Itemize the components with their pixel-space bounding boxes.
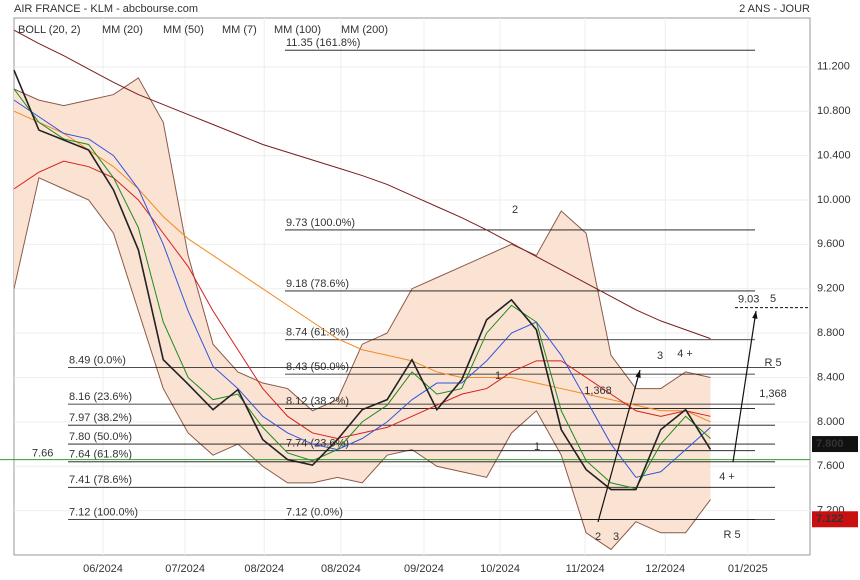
legend-label: BOLL (20, 2) bbox=[18, 24, 81, 36]
x-tick-label: 11/2024 bbox=[566, 563, 605, 575]
annotation: 3 bbox=[657, 350, 663, 362]
x-tick-label: 08/2024 bbox=[321, 563, 361, 575]
fibonacci-label: 8.49 (0.0%) bbox=[69, 354, 126, 366]
x-tick-label: 07/2024 bbox=[165, 563, 205, 575]
price-tag-label: 7.800 bbox=[816, 438, 844, 450]
fibonacci-label: 8.74 (61.8%) bbox=[286, 327, 349, 339]
legend-label: MM (200) bbox=[341, 24, 388, 36]
x-tick-label: 09/2024 bbox=[404, 563, 444, 575]
support-label: 7.66 bbox=[32, 447, 53, 459]
x-tick-label: 10/2024 bbox=[480, 563, 520, 575]
arrow-head bbox=[752, 311, 758, 319]
fibonacci-label: 7.12 (100.0%) bbox=[69, 506, 138, 518]
fibonacci-label: 8.43 (50.0%) bbox=[286, 361, 349, 373]
series-line bbox=[13, 110, 711, 423]
series-line bbox=[13, 99, 711, 478]
fibonacci-label: 7.74 (23.6%) bbox=[286, 438, 349, 450]
fibonacci-label: 9.18 (78.6%) bbox=[286, 278, 349, 290]
y-tick-label: 9.600 bbox=[817, 238, 845, 250]
y-tick-label: 10.800 bbox=[817, 105, 851, 117]
y-tick-label: 10.000 bbox=[817, 194, 851, 206]
annotation: 4 + bbox=[677, 348, 693, 360]
y-tick-label: 7.600 bbox=[817, 460, 845, 472]
chart-title: AIR FRANCE - KLM - abcbourse.com bbox=[14, 3, 198, 15]
target-label: 9.03 bbox=[738, 293, 759, 305]
arrow bbox=[732, 310, 757, 463]
y-tick-label: 8.800 bbox=[817, 327, 845, 339]
annotation: 4 + bbox=[719, 471, 735, 483]
y-tick-label: 10.400 bbox=[817, 149, 851, 161]
x-tick-label: 08/2024 bbox=[244, 563, 284, 575]
bollinger-fill bbox=[14, 77, 711, 550]
fibonacci-label: 7.97 (38.2%) bbox=[69, 412, 132, 424]
arrow bbox=[597, 369, 641, 523]
annotation: R 5 bbox=[764, 357, 781, 369]
annotation: 2 bbox=[512, 204, 518, 216]
annotation: 3 bbox=[613, 531, 619, 543]
fibonacci-label: 9.73 (100.0%) bbox=[286, 217, 355, 229]
chart-subtitle: 2 ANS - JOUR bbox=[739, 3, 810, 15]
y-tick-label: 9.200 bbox=[817, 283, 845, 295]
price-tag bbox=[812, 511, 858, 528]
fibonacci-label: 8.16 (23.6%) bbox=[69, 391, 132, 403]
fibonacci-label: 7.12 (0.0%) bbox=[286, 506, 343, 518]
annotation: 1 bbox=[495, 370, 501, 382]
legend-label: MM (100) bbox=[274, 24, 321, 36]
y-tick-label: 8.000 bbox=[817, 416, 845, 428]
annotation: 1,368 bbox=[584, 385, 612, 397]
annotation: 5 bbox=[770, 293, 776, 305]
legend-label: MM (50) bbox=[163, 24, 204, 36]
fibonacci-label: 7.64 (61.8%) bbox=[69, 449, 132, 461]
series-line bbox=[13, 160, 711, 440]
fibonacci-label: 11.35 (161.8%) bbox=[286, 37, 360, 49]
fibonacci-label: 7.41 (78.6%) bbox=[69, 474, 132, 486]
annotation: 2 bbox=[595, 531, 601, 543]
y-tick-label: 8.400 bbox=[817, 371, 845, 383]
x-tick-label: 01/2025 bbox=[728, 563, 768, 575]
bollinger-line bbox=[13, 177, 711, 551]
legend-label: MM (7) bbox=[222, 24, 257, 36]
annotation: R 5 bbox=[723, 529, 740, 541]
legend-label: MM (20) bbox=[102, 24, 143, 36]
series-line bbox=[13, 69, 712, 491]
x-tick-label: 12/2024 bbox=[645, 563, 685, 575]
bollinger-line bbox=[13, 77, 711, 412]
x-tick-label: 06/2024 bbox=[83, 563, 123, 575]
annotation: 1,368 bbox=[759, 388, 787, 400]
annotation: 1 bbox=[534, 441, 540, 453]
arrow-head bbox=[635, 370, 641, 378]
price-tag bbox=[812, 436, 858, 453]
series-line bbox=[13, 29, 711, 340]
price-tag-label: 7.122 bbox=[816, 513, 844, 525]
y-tick-label: 11.200 bbox=[817, 61, 850, 73]
series-line bbox=[13, 88, 711, 489]
fibonacci-label: 7.80 (50.0%) bbox=[69, 431, 132, 443]
fibonacci-label: 8.12 (38.2%) bbox=[286, 395, 349, 407]
